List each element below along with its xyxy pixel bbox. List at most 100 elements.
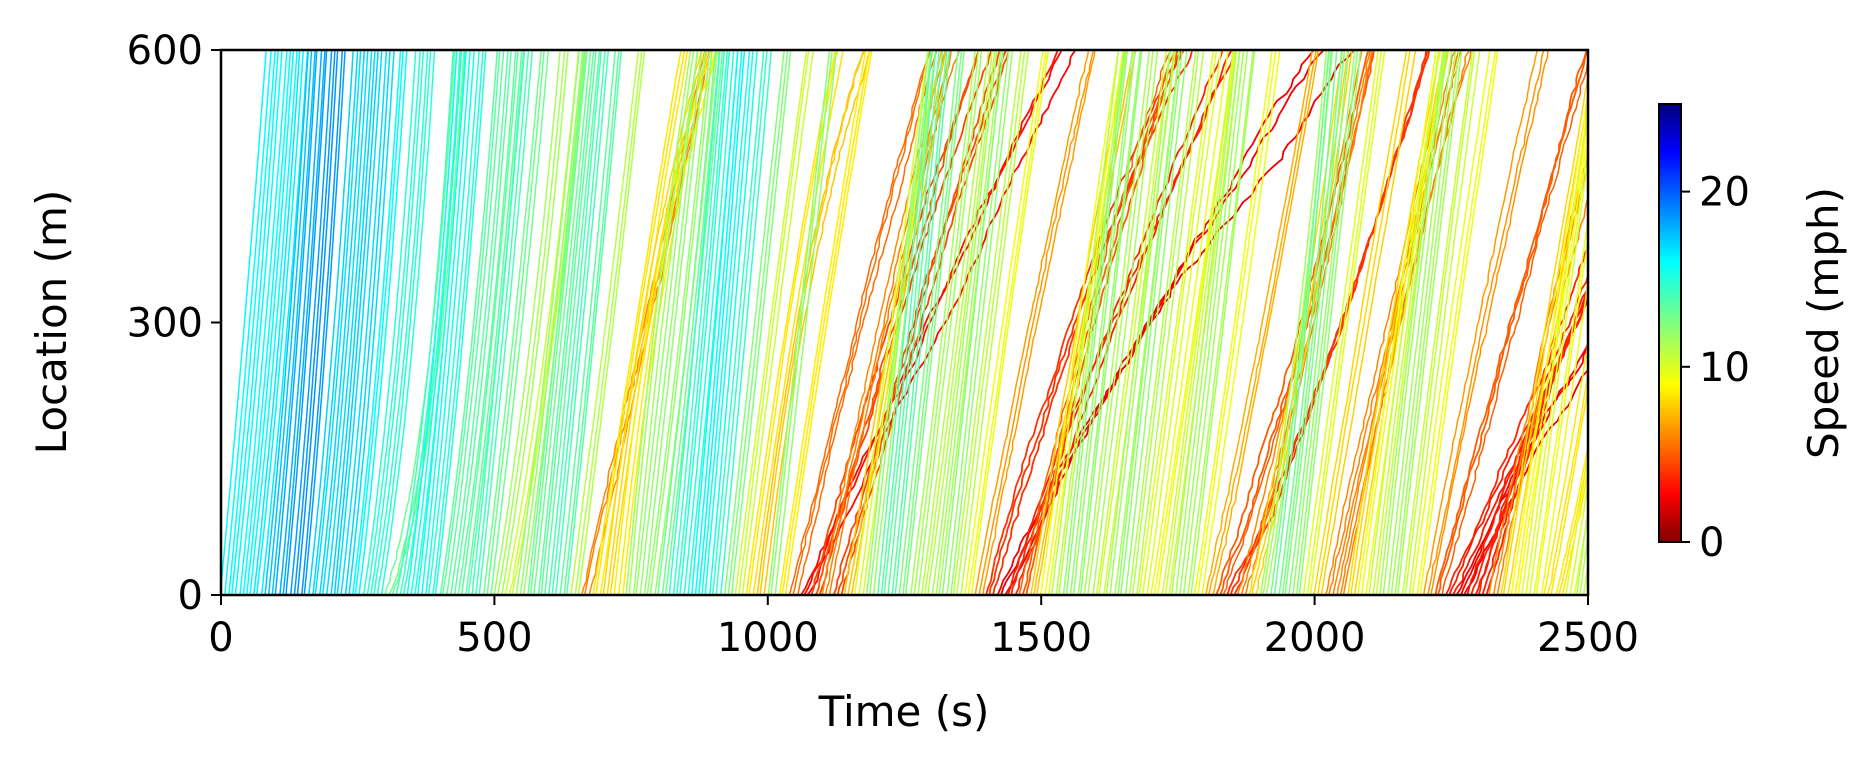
vehicle-trajectory [1478, 273, 1588, 595]
vehicle-trajectory [296, 50, 339, 595]
vehicle-trajectory [425, 50, 475, 595]
vehicle-trajectory [1535, 234, 1588, 595]
vehicle-trajectory [1077, 50, 1142, 595]
vehicle-trajectory [417, 50, 467, 595]
vehicle-trajectory [565, 50, 623, 595]
vehicle-trajectory [1039, 50, 1120, 595]
vehicle-trajectory [941, 50, 1004, 595]
vehicle-trajectory [1416, 50, 1497, 595]
vehicle-trajectory [563, 50, 620, 595]
vehicle-trajectory [770, 50, 834, 595]
vehicle-trajectory [1328, 50, 1457, 595]
vehicle-trajectory [395, 50, 454, 595]
vehicle-trajectory [679, 50, 731, 595]
vehicle-trajectory [533, 50, 592, 595]
vehicle-trajectory [1555, 442, 1588, 595]
vehicle-trajectory [478, 50, 534, 595]
vehicle-trajectory [354, 50, 404, 595]
vehicle-trajectory [1187, 50, 1254, 595]
vehicle-trajectory [865, 50, 930, 595]
vehicle-trajectory [445, 50, 505, 595]
vehicle-trajectory [515, 50, 580, 595]
vehicle-trajectory [255, 50, 305, 595]
vehicle-trajectory [224, 50, 272, 595]
vehicle-trajectory [391, 50, 465, 595]
vehicle-trajectory [872, 50, 937, 595]
vehicle-trajectory [946, 50, 1010, 595]
vehicle-trajectory [1069, 50, 1134, 595]
vehicle-trajectory [1558, 453, 1588, 595]
vehicle-trajectory [529, 50, 588, 595]
vehicle-trajectory [301, 50, 344, 595]
vehicle-trajectory [1079, 50, 1143, 595]
vehicle-trajectory [1150, 50, 1229, 595]
vehicle-trajectory [1561, 467, 1588, 595]
x-tick-label: 2000 [1264, 615, 1366, 661]
vehicle-trajectory [482, 50, 542, 595]
vehicle-trajectory [952, 50, 1022, 595]
vehicle-trajectory [325, 50, 373, 595]
vehicle-trajectory [406, 50, 458, 595]
vehicle-trajectory [1098, 50, 1171, 595]
vehicle-trajectory [1360, 50, 1441, 595]
vehicle-trajectory [554, 50, 610, 595]
colorbar [1658, 103, 1682, 543]
vehicle-trajectory [1427, 50, 1545, 595]
vehicle-trajectory [955, 50, 1026, 595]
vehicle-trajectory [574, 50, 643, 595]
vehicle-trajectory [1419, 50, 1499, 595]
vehicle-trajectory [427, 50, 480, 595]
vehicle-trajectory [639, 50, 703, 595]
vehicle-trajectory [927, 50, 996, 595]
vehicle-trajectory [321, 50, 369, 595]
vehicle-trajectory [1092, 50, 1159, 595]
colorbar-tick-label: 10 [1699, 345, 1750, 391]
vehicle-trajectory [1259, 50, 1328, 595]
vehicle-trajectory [887, 50, 944, 595]
vehicle-trajectory [661, 50, 721, 595]
vehicle-trajectory [453, 50, 512, 595]
vehicle-trajectory [242, 50, 292, 595]
vehicle-trajectory [617, 50, 718, 595]
vehicle-trajectory [1295, 50, 1359, 595]
vehicle-trajectory [917, 50, 983, 595]
x-tick-label: 2500 [1537, 615, 1639, 661]
vehicle-trajectory [988, 50, 1185, 595]
vehicle-trajectory [649, 50, 713, 595]
vehicle-trajectory [274, 50, 318, 595]
vehicle-trajectory [909, 50, 976, 595]
vehicle-trajectory [234, 50, 283, 595]
vehicle-trajectory [1095, 50, 1167, 595]
vehicle-trajectory [1441, 60, 1588, 595]
vehicle-trajectory [527, 50, 586, 595]
vehicle-trajectory [788, 50, 932, 595]
vehicle-trajectory [891, 50, 948, 595]
vehicle-trajectory [1117, 50, 1181, 595]
vehicle-trajectory [1141, 50, 1218, 595]
vehicle-trajectory [646, 50, 711, 595]
vehicle-trajectory [920, 50, 990, 595]
vehicle-trajectory [683, 50, 735, 595]
vehicle-trajectory [898, 50, 959, 595]
colorbar-tick-label: 20 [1699, 170, 1750, 216]
vehicle-trajectory [432, 50, 484, 595]
vehicle-trajectory [540, 50, 597, 595]
vehicle-trajectory [625, 50, 692, 595]
vehicle-trajectory [543, 50, 601, 595]
vehicle-trajectory [880, 50, 937, 595]
vehicle-trajectory [902, 50, 963, 595]
vehicle-trajectory [1579, 529, 1588, 595]
x-tick-label: 1500 [990, 615, 1092, 661]
vehicle-trajectory [1050, 50, 1120, 595]
vehicle-trajectory [303, 50, 346, 595]
vehicle-trajectory [239, 50, 288, 595]
vehicle-trajectory [1146, 50, 1222, 595]
y-tick-label: 600 [127, 28, 203, 74]
vehicle-trajectory [698, 50, 746, 595]
vehicle-trajectory [486, 50, 545, 595]
vehicle-trajectory [1055, 50, 1125, 595]
vehicle-trajectory [913, 50, 980, 595]
vehicle-trajectory [221, 50, 267, 595]
vehicle-trajectory [877, 50, 933, 595]
vehicle-trajectory [778, 50, 867, 595]
